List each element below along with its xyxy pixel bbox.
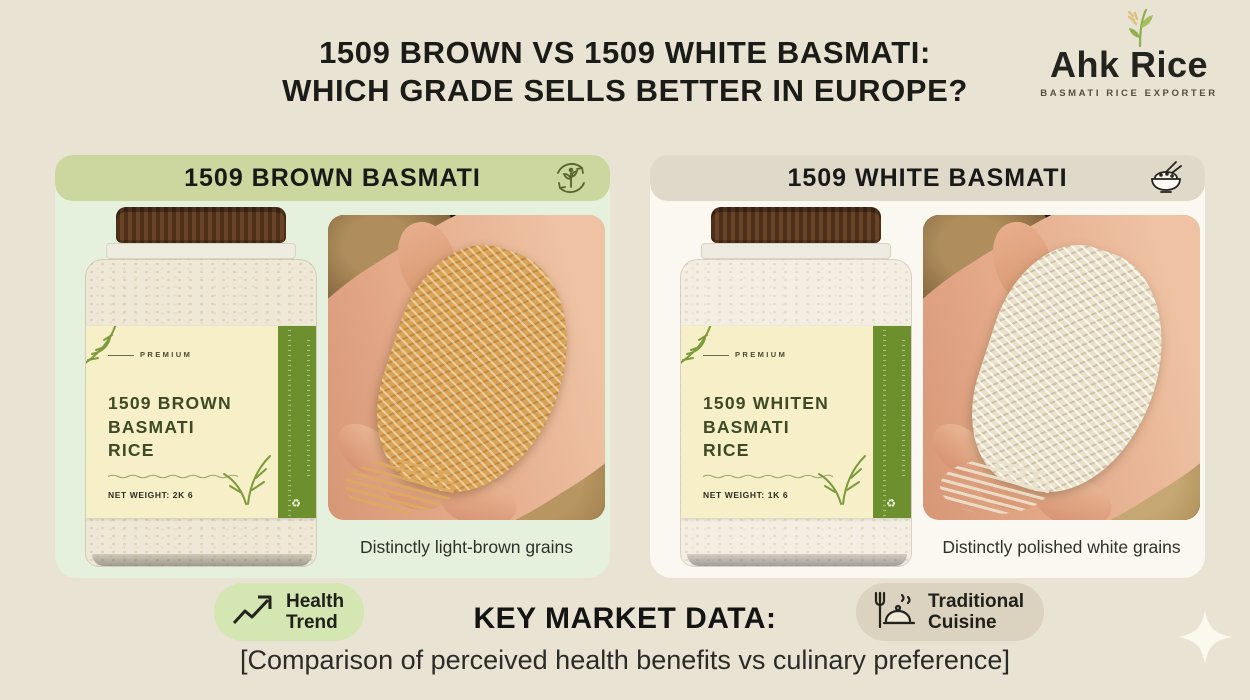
recycle-icon: ♻ [886, 498, 898, 510]
white-photo-caption: Distinctly polished white grains [942, 537, 1181, 557]
label-title-line3: RICE [108, 440, 155, 461]
leaf-decoration-icon [681, 326, 737, 371]
health-trend-label: Health Trend [286, 591, 344, 634]
jar-label: PREMIUM 1509 WHITEN BASMATI RICE NET WEI… [681, 326, 911, 518]
panel-brown-basmati: 1509 BROWN BASMATI [55, 155, 610, 578]
white-rice-hand-photo: Ahk [923, 215, 1200, 520]
jar-body: PREMIUM 1509 BROWN BASMATI RICE NET WEIG… [85, 259, 317, 567]
label-product-title: 1509 BROWN BASMATI RICE [108, 392, 232, 463]
title-line-2: WHICH GRADE SELLS BETTER IN EUROPE? [282, 72, 968, 108]
jar-base-shadow [92, 554, 312, 566]
panel-brown-header: 1509 BROWN BASMATI [55, 155, 610, 201]
recycle-icon: ♻ [291, 498, 303, 510]
sparkle-icon [1176, 608, 1234, 671]
title-line-1: 1509 BROWN VS 1509 WHITE BASMATI: [319, 35, 931, 70]
panel-white-title: 1509 WHITE BASMATI [787, 163, 1068, 192]
squiggle-underline [108, 474, 238, 479]
label-title-line2: BASMATI [108, 416, 195, 437]
traditional-cuisine-label: Traditional Cuisine [928, 591, 1024, 634]
key-market-data-heading: KEY MARKET DATA: [473, 602, 777, 635]
label-green-strip: ♻ [873, 326, 911, 518]
page-title: 1509 BROWN VS 1509 WHITE BASMATI: WHICH … [105, 34, 1145, 110]
jar-neck [106, 243, 296, 259]
rice-bowl-icon [1147, 159, 1185, 202]
label-title-line3: RICE [703, 440, 750, 461]
eco-plant-recycle-icon [552, 159, 590, 202]
fork-cloche-icon [872, 589, 918, 636]
badge-line1: Health [286, 590, 345, 612]
badge-line1: Traditional [928, 590, 1025, 612]
health-trend-badge: Health Trend [214, 583, 365, 641]
jar-lid [116, 207, 286, 243]
label-premium-text: PREMIUM [108, 350, 192, 359]
traditional-cuisine-badge: Traditional Cuisine [856, 583, 1045, 641]
trending-up-icon [230, 591, 276, 634]
label-green-strip: ♻ [278, 326, 316, 518]
rice-sprig-icon [1116, 8, 1160, 53]
panel-white-header: 1509 WHITE BASMATI [650, 155, 1205, 201]
brown-rice-jar: PREMIUM 1509 BROWN BASMATI RICE NET WEIG… [85, 207, 317, 573]
comparison-subline: [Comparison of perceived health benefits… [240, 645, 1010, 675]
white-rice-jar: PREMIUM 1509 WHITEN BASMATI RICE NET WEI… [680, 207, 912, 573]
leaf-decoration-icon [86, 326, 142, 371]
label-premium-text: PREMIUM [703, 350, 787, 359]
squiggle-underline [703, 474, 833, 479]
brand-logo: Ahk Rice BASMATI RICE EXPORTER [1024, 8, 1234, 99]
rice-spill [344, 459, 456, 514]
panel-white-basmati: 1509 WHITE BASMATI [650, 155, 1205, 578]
label-title-line2: BASMATI [703, 416, 790, 437]
brown-photo-caption: Distinctly light-brown grains [360, 537, 573, 557]
grass-decoration-icon [222, 446, 274, 511]
badge-line2: Trend [286, 612, 338, 633]
brand-name: Ahk Rice [1049, 44, 1209, 85]
label-title-line1: 1509 BROWN [108, 393, 232, 413]
jar-neck [701, 243, 891, 259]
brown-rice-hand-photo: Ahk [328, 215, 605, 520]
jar-body: PREMIUM 1509 WHITEN BASMATI RICE NET WEI… [680, 259, 912, 567]
grass-decoration-icon [817, 446, 869, 511]
label-net-weight: NET WEIGHT: 1K 6 [703, 490, 789, 500]
rice-spill [939, 459, 1051, 514]
label-title-line1: 1509 WHITEN [703, 393, 830, 413]
brand-tagline: BASMATI RICE EXPORTER [1040, 88, 1218, 99]
jar-base-shadow [687, 554, 907, 566]
panel-brown-title: 1509 BROWN BASMATI [184, 163, 481, 192]
jar-lid [711, 207, 881, 243]
label-net-weight: NET WEIGHT: 2K 6 [108, 490, 194, 500]
jar-label: PREMIUM 1509 BROWN BASMATI RICE NET WEIG… [86, 326, 316, 518]
label-product-title: 1509 WHITEN BASMATI RICE [703, 392, 829, 463]
badge-line2: Cuisine [928, 612, 997, 633]
